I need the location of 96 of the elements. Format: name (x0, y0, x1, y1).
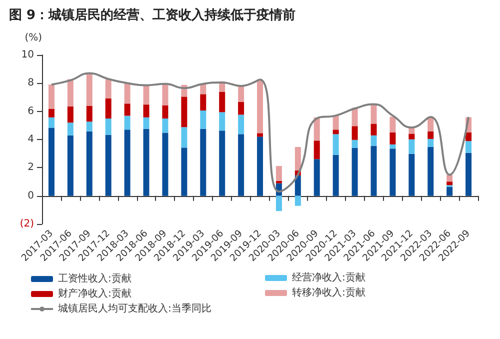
bar (257, 136, 263, 196)
bar (294, 146, 301, 170)
y-tick-label: 4 (28, 134, 34, 145)
bar (124, 104, 130, 116)
bar (446, 186, 453, 196)
bar (86, 122, 92, 132)
bar (276, 196, 282, 212)
bar (408, 134, 415, 140)
bar (428, 117, 434, 132)
bar (390, 132, 396, 144)
bar (181, 127, 188, 148)
bar (238, 86, 244, 102)
bar (105, 134, 112, 196)
bar (105, 98, 112, 119)
bar (352, 148, 358, 196)
bar (428, 131, 434, 139)
y-tick-label: 0 (28, 190, 34, 202)
bar (181, 96, 188, 128)
bar (48, 128, 54, 196)
bar (67, 106, 74, 123)
bar (332, 116, 339, 130)
bar (257, 133, 263, 137)
bar (314, 117, 320, 141)
bar (370, 146, 377, 196)
bar (390, 116, 396, 132)
bar (86, 106, 92, 122)
bar (446, 182, 453, 186)
bar (219, 112, 226, 131)
bar (332, 130, 339, 134)
bar (86, 131, 92, 196)
y-tick-label: (2) (20, 218, 34, 230)
bar (276, 180, 282, 184)
bar (162, 118, 168, 133)
bar (86, 73, 92, 106)
bar (446, 174, 453, 182)
bar (105, 78, 112, 98)
bar (219, 92, 226, 112)
legend-label: 财产净收入:贡献 (58, 288, 132, 300)
bar (67, 122, 74, 136)
bar (370, 124, 377, 136)
bar (162, 105, 168, 119)
bar (466, 141, 472, 153)
bar (428, 138, 434, 147)
bar (294, 175, 301, 196)
bar (332, 154, 339, 196)
line-series (50, 72, 470, 193)
bar (408, 139, 415, 154)
bar (200, 128, 206, 196)
bar (143, 128, 150, 196)
bar (466, 152, 472, 196)
y-axis-title: (%) (24, 32, 42, 44)
bar (294, 196, 301, 206)
bar (124, 130, 130, 196)
bar (48, 84, 54, 109)
bar (143, 104, 150, 118)
bar (219, 130, 226, 196)
bar (67, 79, 74, 106)
bar (428, 146, 434, 196)
chart-title: 图 9：城镇居民的经营、工资收入持续低于疫情前 (9, 7, 296, 23)
bar (314, 159, 320, 196)
bar (67, 135, 74, 196)
bar (276, 166, 282, 181)
bar (124, 83, 130, 104)
legend-label: 工资性收入:贡献 (58, 272, 132, 284)
bar (390, 148, 396, 196)
legend-label: 城镇居民人均可支配收入:当季同比 (57, 302, 212, 314)
bar (162, 132, 168, 196)
bar (200, 94, 206, 110)
bar (257, 80, 263, 134)
y-tick-label: 2 (28, 162, 34, 174)
bar (238, 114, 244, 134)
y-tick-label: 8 (28, 78, 34, 89)
y-tick-label: 10 (21, 50, 34, 60)
bar (181, 148, 188, 196)
legend-label: 经营净收入:贡献 (292, 272, 366, 284)
bar (352, 140, 358, 148)
bar (143, 85, 150, 105)
bar (352, 108, 358, 126)
bar (48, 117, 54, 128)
bar (200, 110, 206, 129)
y-tick-label: 6 (28, 106, 34, 117)
bar (238, 102, 244, 115)
bar (314, 140, 320, 160)
bar (390, 144, 396, 149)
bar (143, 117, 150, 129)
bar (466, 132, 472, 142)
bar (370, 135, 377, 146)
bar (124, 116, 130, 130)
bar (105, 118, 112, 135)
bar (162, 84, 168, 106)
bar (408, 154, 415, 196)
legend-label: 转移净收入:贡献 (292, 286, 366, 298)
bar (332, 134, 339, 155)
bar (238, 134, 244, 196)
bar (48, 108, 54, 118)
bar (352, 126, 358, 140)
